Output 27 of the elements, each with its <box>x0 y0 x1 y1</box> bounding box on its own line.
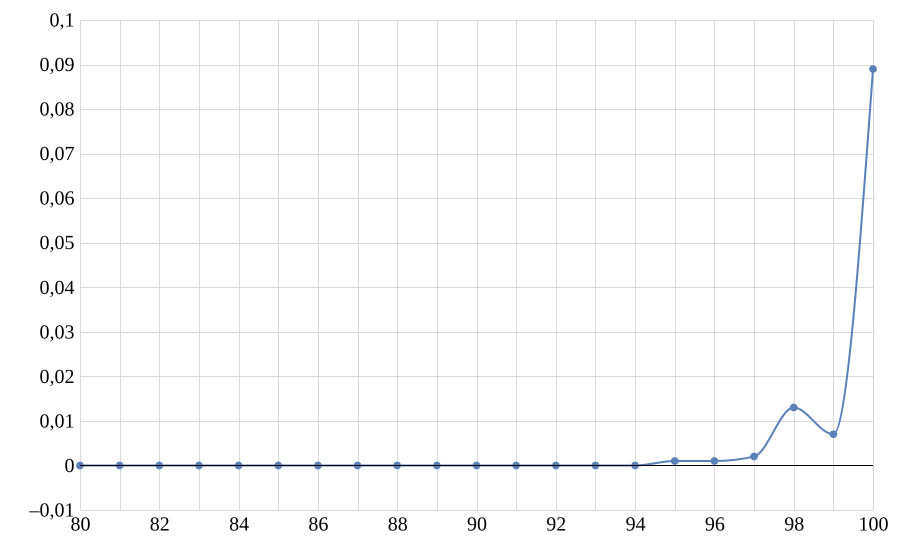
x-tick-label: 98 <box>784 514 804 536</box>
x-tick-label: 88 <box>388 514 408 536</box>
point <box>750 452 758 460</box>
y-tick-label: 0,03 <box>40 321 74 344</box>
point <box>710 457 718 465</box>
x-tick-label: 90 <box>467 514 487 536</box>
point <box>670 457 679 465</box>
y-tick-label: 0,01 <box>40 410 74 432</box>
x-tick-label: 96 <box>704 514 725 536</box>
y-tick-label: 0,06 <box>40 188 74 210</box>
x-tick-label: 86 <box>308 514 328 536</box>
x-tick-label: 84 <box>229 514 250 536</box>
y-tick-label: 0,1 <box>50 10 74 32</box>
point <box>869 65 877 73</box>
x-tick-label: 100 <box>858 514 888 536</box>
point <box>790 404 798 412</box>
y-tick-label: 0,08 <box>40 98 74 121</box>
y-tick-label: 0,05 <box>40 232 74 254</box>
x-tick-label: 92 <box>546 514 566 536</box>
x-tick-label: 82 <box>150 514 170 536</box>
x-tick-label: 94 <box>626 514 646 536</box>
y-tick-label: 0,04 <box>40 276 74 299</box>
y-tick-label: 0,02 <box>40 366 74 388</box>
y-tick-label: 0 <box>64 454 74 477</box>
point <box>829 430 838 438</box>
y-tick-label: 0,07 <box>40 143 74 166</box>
y-tick-label: 0,09 <box>40 54 74 76</box>
